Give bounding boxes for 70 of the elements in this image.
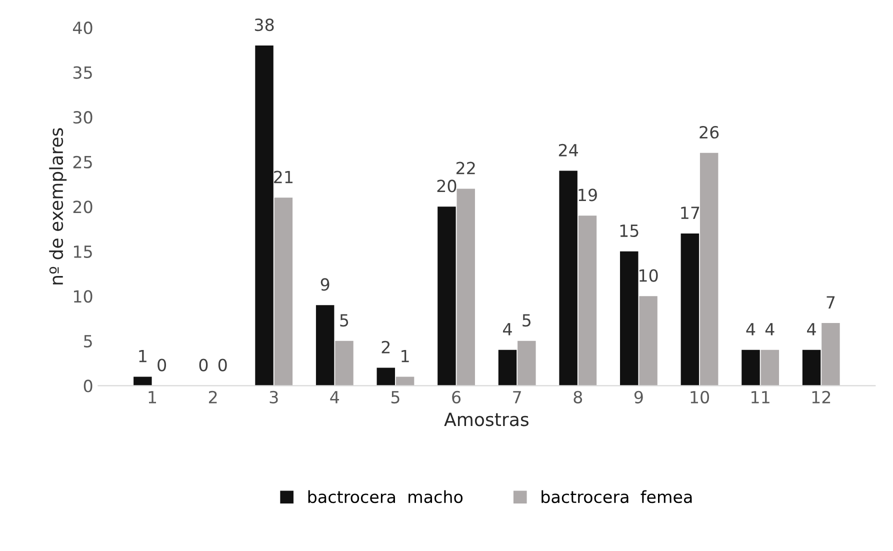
bar bbox=[680, 233, 700, 386]
bar bbox=[518, 340, 536, 386]
x-tick-label: 6 bbox=[452, 390, 461, 404]
data-label: 7 bbox=[826, 296, 835, 308]
data-label: 38 bbox=[254, 18, 274, 32]
x-axis-title: Amostras bbox=[444, 412, 528, 426]
bar bbox=[822, 323, 840, 386]
x-tick-label: 3 bbox=[270, 390, 278, 404]
data-label: 5 bbox=[522, 314, 531, 327]
bar bbox=[700, 152, 718, 386]
bar bbox=[396, 376, 414, 386]
y-tick-label: 10 bbox=[74, 290, 92, 303]
bar bbox=[620, 251, 638, 386]
bar bbox=[134, 376, 152, 386]
data-label: 4 bbox=[746, 323, 756, 336]
x-tick-label: 10 bbox=[690, 390, 710, 404]
y-tick-label: 35 bbox=[73, 66, 92, 79]
data-label: 4 bbox=[807, 323, 816, 336]
x-tick-label: 4 bbox=[330, 391, 340, 404]
y-axis-title: nº de exemplares bbox=[49, 128, 67, 284]
data-label: 0 bbox=[199, 358, 208, 372]
bar bbox=[639, 296, 658, 386]
y-tick-label: 20 bbox=[73, 200, 92, 214]
data-label: 20 bbox=[437, 180, 456, 192]
bar bbox=[559, 170, 578, 386]
bar bbox=[438, 206, 456, 386]
data-label: 5 bbox=[340, 314, 348, 327]
x-tick-label: 9 bbox=[634, 390, 643, 404]
data-label: 9 bbox=[320, 278, 330, 291]
legend-label: bactrocera macho bbox=[308, 490, 463, 504]
bar bbox=[578, 216, 597, 386]
y-tick-label: 40 bbox=[72, 22, 92, 34]
data-label: 26 bbox=[700, 126, 719, 139]
bar bbox=[742, 350, 760, 386]
data-label: 2 bbox=[382, 340, 390, 354]
bar bbox=[335, 340, 354, 386]
data-label: 17 bbox=[681, 206, 700, 219]
bar bbox=[255, 45, 274, 386]
bar bbox=[498, 350, 517, 386]
y-tick-label: 5 bbox=[84, 335, 92, 348]
x-tick-label: 11 bbox=[752, 391, 770, 404]
y-tick-label: 25 bbox=[73, 156, 92, 168]
y-tick-label: 15 bbox=[74, 246, 92, 258]
x-tick-label: 8 bbox=[574, 390, 582, 404]
data-label: 1 bbox=[402, 350, 409, 362]
data-label: 22 bbox=[456, 162, 475, 174]
data-label: 4 bbox=[765, 323, 774, 336]
data-label: 15 bbox=[620, 224, 638, 238]
legend-label: bactrocera femea bbox=[542, 490, 692, 504]
data-label: 4 bbox=[503, 323, 512, 336]
x-tick-label: 1 bbox=[148, 391, 156, 404]
bar bbox=[376, 368, 396, 386]
data-label: 19 bbox=[578, 188, 597, 202]
data-label: 21 bbox=[274, 170, 292, 184]
data-label: 1 bbox=[139, 350, 146, 362]
x-tick-label: 7 bbox=[513, 391, 521, 404]
data-label: 10 bbox=[640, 269, 658, 282]
bar bbox=[274, 198, 293, 386]
bar bbox=[456, 188, 475, 386]
y-tick-label: 30 bbox=[73, 111, 92, 124]
y-tick-label: 0 bbox=[84, 380, 92, 392]
bar bbox=[316, 305, 334, 386]
x-tick-label: 2 bbox=[208, 390, 217, 404]
x-tick-label: 12 bbox=[812, 390, 830, 404]
data-label: 0 bbox=[158, 358, 166, 372]
x-tick-label: 5 bbox=[391, 391, 400, 404]
data-label: 0 bbox=[218, 358, 227, 372]
data-label: 24 bbox=[558, 144, 578, 156]
bar bbox=[802, 350, 821, 386]
bar bbox=[760, 350, 780, 386]
